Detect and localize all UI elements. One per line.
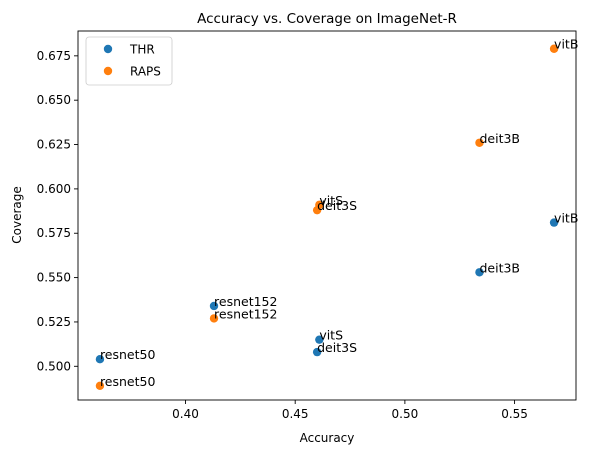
y-tick-label: 0.550 — [37, 271, 71, 285]
chart-title: Accuracy vs. Coverage on ImageNet-R — [197, 11, 457, 27]
y-tick-label: 0.500 — [37, 359, 71, 373]
x-tick-label: 0.50 — [392, 407, 419, 421]
point-label: resnet50 — [100, 347, 156, 362]
point-label: resnet152 — [214, 306, 277, 321]
x-tick-label: 0.45 — [282, 407, 309, 421]
x-axis-label: Accuracy — [300, 431, 355, 445]
point-label: deit3S — [317, 340, 357, 355]
y-tick-label: 0.675 — [37, 49, 71, 63]
data-point-raps-deit3s — [312, 205, 322, 215]
y-tick-label: 0.525 — [37, 315, 71, 329]
plot-frame — [77, 30, 577, 401]
y-tick-label: 0.600 — [37, 182, 71, 196]
data-point-thr-deit3s — [312, 347, 322, 357]
data-point-thr-vits — [315, 335, 324, 344]
data-point-raps-vitb — [549, 44, 559, 53]
legend-label-raps: RAPS — [130, 65, 161, 79]
point-label: vitB — [554, 211, 578, 226]
legend-marker-thr — [103, 44, 113, 54]
legend-marker-raps — [103, 66, 113, 76]
data-point-raps-deit3b — [475, 138, 484, 147]
point-label: resnet152 — [214, 294, 277, 309]
point-label: resnet50 — [100, 374, 156, 389]
legend-label-thr: THR — [129, 43, 155, 57]
y-tick-label: 0.650 — [37, 93, 71, 107]
point-label: vitS — [319, 193, 343, 208]
x-tick-label: 0.40 — [172, 407, 199, 421]
data-point-thr-vitb — [549, 218, 559, 227]
data-point-thr-deit3b — [475, 268, 484, 277]
data-point-thr-resnet50 — [95, 354, 105, 364]
point-label: deit3B — [479, 260, 520, 275]
y-tick-label: 0.575 — [37, 226, 71, 240]
point-label: deit3B — [479, 131, 520, 146]
point-label: vitB — [554, 37, 578, 52]
x-axis: 0.40 0.45 0.50 0.55 — [172, 400, 528, 421]
data-point-thr-resnet152 — [209, 301, 219, 311]
y-tick-label: 0.625 — [37, 138, 71, 152]
point-label: vitS — [319, 328, 343, 343]
data-point-raps-resnet50 — [95, 381, 105, 391]
point-label: deit3S — [317, 198, 357, 213]
data-points: resnet50resnet152vitSdeit3Sdeit3BvitBres… — [95, 37, 578, 391]
x-tick-label: 0.55 — [501, 407, 528, 421]
y-axis: 0.500 0.525 0.550 0.575 0.600 0.625 0.650 0.675 — [37, 49, 78, 373]
y-axis-label: Coverage — [10, 186, 24, 244]
legend: THR RAPS — [85, 36, 173, 86]
data-point-raps-resnet152 — [209, 314, 219, 323]
